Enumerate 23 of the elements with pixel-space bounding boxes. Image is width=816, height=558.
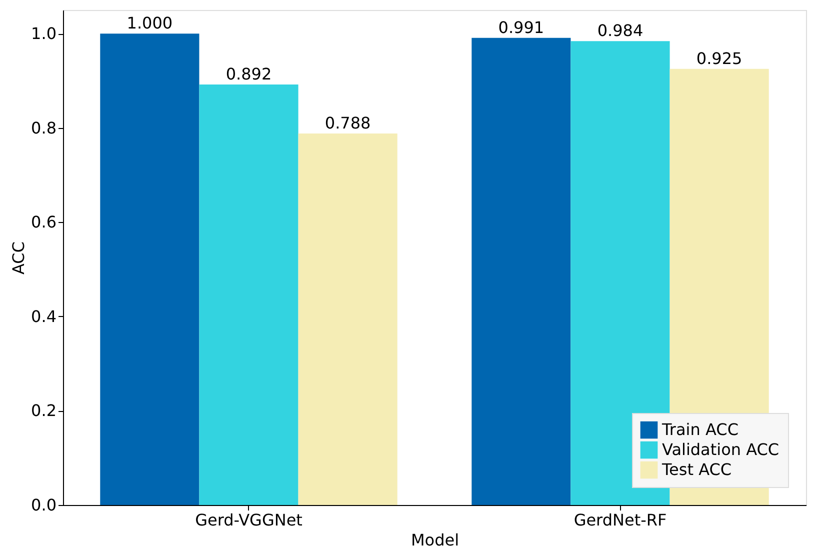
bar	[472, 38, 571, 505]
legend-label: Train ACC	[661, 420, 738, 439]
bar	[298, 134, 398, 505]
y-tick-label: 0.4	[31, 306, 56, 326]
data-label: 0.984	[597, 21, 644, 40]
bar	[199, 84, 298, 505]
legend-label: Validation ACC	[662, 440, 780, 459]
x-tick-label: Gerd-VGGNet	[195, 510, 302, 530]
data-label: 0.925	[696, 48, 742, 68]
data-label: 1.000	[126, 14, 173, 33]
data-label: 0.991	[498, 18, 544, 37]
data-label: 0.892	[226, 64, 272, 84]
x-tick-label: GerdNet-RF	[574, 510, 667, 530]
y-axis-title: ACC	[9, 241, 28, 275]
bar	[100, 34, 200, 505]
y-tick-label: 0.0	[31, 496, 56, 514]
y-tick-label: 0.2	[31, 401, 56, 420]
legend-label: Test ACC	[661, 460, 732, 479]
y-tick-label: 1.0	[31, 24, 56, 44]
x-axis-title: Model	[410, 530, 460, 550]
y-tick-label: 0.6	[31, 212, 56, 232]
data-label: 0.788	[324, 114, 371, 133]
y-tick-label: 0.8	[31, 118, 56, 138]
